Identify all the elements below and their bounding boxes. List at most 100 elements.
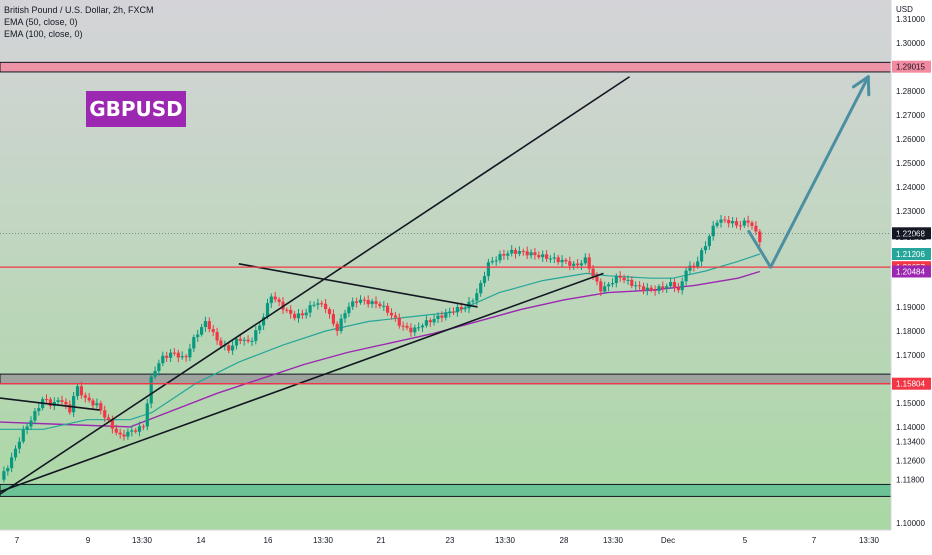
candle-body <box>115 429 118 433</box>
symbol-title[interactable]: British Pound / U.S. Dollar, 2h, FXCM <box>4 4 154 16</box>
candle-body <box>448 312 451 313</box>
candle-body <box>138 426 141 431</box>
candle-body <box>498 254 501 260</box>
time-tick-label: 23 <box>446 536 455 545</box>
candle-body <box>623 278 626 281</box>
candle-body <box>212 329 215 332</box>
candle-body <box>394 315 397 317</box>
ema100-price-tag-text: 1.20484 <box>896 268 925 277</box>
candle-body <box>502 254 505 256</box>
candle-body <box>522 251 525 252</box>
candle-body <box>700 250 703 261</box>
candle-body <box>181 356 184 357</box>
candle-body <box>227 345 230 350</box>
candle-body <box>363 300 366 301</box>
price-tick-label: 1.18000 <box>896 327 925 336</box>
candle-body <box>646 288 649 291</box>
candle-body <box>487 262 490 276</box>
candle-body <box>564 260 567 262</box>
candle-body <box>204 321 207 327</box>
time-tick-label: 14 <box>197 536 206 545</box>
candle-body <box>471 301 474 302</box>
candle-body <box>6 468 9 471</box>
candle-body <box>95 403 98 405</box>
candle-body <box>278 299 281 302</box>
candle-body <box>603 286 606 291</box>
candle-body <box>239 339 242 341</box>
candle-body <box>409 328 412 333</box>
candle-body <box>685 271 688 282</box>
candle-body <box>413 328 416 333</box>
candle-body <box>161 356 164 363</box>
time-tick-label: 13:30 <box>313 536 334 545</box>
candle-body <box>219 341 222 346</box>
candle-body <box>402 326 405 327</box>
support-zone <box>0 484 891 496</box>
price-tick-label: 1.31000 <box>896 15 925 24</box>
candle-body <box>506 254 509 256</box>
candle-body <box>576 264 579 266</box>
price-tick-label: 1.10000 <box>896 519 925 528</box>
candle-body <box>712 226 715 236</box>
candle-body <box>146 404 149 427</box>
candle-body <box>479 283 482 293</box>
candle-body <box>64 402 67 405</box>
candle-body <box>665 286 668 288</box>
candle-body <box>533 252 536 255</box>
candle-body <box>510 250 513 254</box>
candle-body <box>491 261 494 262</box>
candle-body <box>91 401 94 406</box>
candle-body <box>14 449 17 458</box>
candle-body <box>177 353 180 358</box>
candle-body <box>433 319 436 322</box>
candle-body <box>173 353 176 354</box>
candle-body <box>76 386 79 396</box>
candle-body <box>374 301 377 304</box>
candle-body <box>10 457 13 468</box>
price-tick-label: 1.30000 <box>896 39 925 48</box>
candle-body <box>654 290 657 291</box>
candle-body <box>405 326 408 328</box>
candle-body <box>650 288 653 290</box>
candle-body <box>22 430 25 442</box>
candle-body <box>45 399 48 400</box>
candle-body <box>169 353 172 358</box>
candle-body <box>243 340 246 341</box>
candle-body <box>549 259 552 260</box>
candle-body <box>607 284 610 286</box>
candle-body <box>37 408 40 411</box>
candle-body <box>557 257 560 262</box>
plot-background <box>0 0 891 530</box>
candle-body <box>312 305 315 306</box>
candle-body <box>731 221 734 223</box>
candle-body <box>297 313 300 318</box>
lower-level-price-tag-text: 1.15804 <box>896 380 925 389</box>
candle-body <box>719 220 722 223</box>
candle-body <box>619 276 622 278</box>
candle-body <box>739 225 742 226</box>
price-tick-label: 1.12600 <box>896 457 925 466</box>
candle-body <box>18 442 21 449</box>
candle-body <box>328 309 331 314</box>
candle-body <box>371 301 374 304</box>
candle-body <box>436 316 439 319</box>
ema100-legend[interactable]: EMA (100, close, 0) <box>4 28 154 40</box>
candle-body <box>359 300 362 303</box>
candle-body <box>460 307 463 309</box>
candle-body <box>390 313 393 316</box>
candle-body <box>274 297 277 300</box>
candle-body <box>398 318 401 326</box>
price-tick-label: 1.14000 <box>896 423 925 432</box>
candle-body <box>545 254 548 258</box>
time-tick-label: 13:30 <box>859 536 880 545</box>
candle-body <box>200 327 203 335</box>
candle-body <box>289 310 292 314</box>
candle-body <box>107 418 110 420</box>
ema50-legend[interactable]: EMA (50, close, 0) <box>4 16 154 28</box>
candle-body <box>134 430 137 431</box>
candle-body <box>704 246 707 250</box>
time-tick-label: 7 <box>812 536 817 545</box>
candle-body <box>88 398 91 401</box>
